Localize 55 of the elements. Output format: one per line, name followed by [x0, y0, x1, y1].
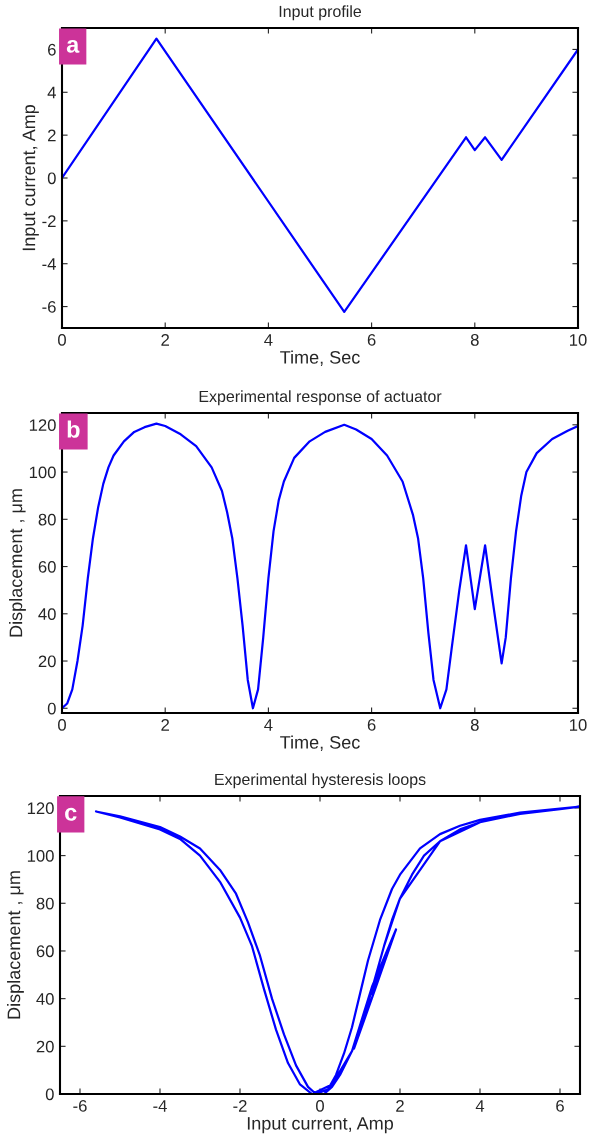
- y-tick-label: 40: [38, 608, 56, 620]
- y-axis-title: Displacement , μm: [7, 871, 24, 1019]
- chart-title: Input profile: [279, 5, 362, 21]
- x-tick-label: 10: [570, 719, 587, 731]
- y-tick-label: 100: [29, 466, 56, 479]
- y-axis-title: Displacement , μm: [9, 489, 26, 637]
- x-tick-label: 4: [264, 334, 273, 346]
- annotation: c: [65, 807, 77, 821]
- x-tick-label: 0: [316, 1100, 324, 1112]
- x-axis-title: Time, Sec: [280, 350, 360, 366]
- x-tick-label: -4: [153, 1100, 167, 1112]
- y-tick-label: 80: [36, 897, 54, 910]
- x-tick-label: 2: [161, 334, 169, 346]
- y-tick-label: -6: [42, 300, 56, 313]
- x-tick-label: 2: [396, 1100, 404, 1112]
- x-tick-label: 4: [264, 719, 273, 731]
- y-tick-label: 80: [38, 513, 56, 526]
- chart-title: Experimental response of actuator: [199, 390, 442, 406]
- line-series: [62, 422, 578, 710]
- line-series: [94, 805, 580, 1094]
- x-tick-label: 0: [58, 719, 66, 731]
- y-tick-label: 20: [38, 655, 56, 668]
- y-tick-label: 120: [29, 419, 56, 432]
- y-tick-label: 60: [38, 560, 56, 573]
- line-series: [62, 37, 578, 314]
- x-tick-label: 8: [470, 719, 479, 731]
- y-tick-label: 120: [27, 802, 54, 815]
- x-tick-label: 10: [570, 334, 587, 346]
- x-tick-label: -6: [73, 1100, 87, 1112]
- y-tick-label: -4: [42, 258, 56, 270]
- x-axis-title: Time, Sec: [280, 735, 360, 751]
- x-tick-label: 6: [367, 719, 376, 731]
- annotation: b: [67, 420, 80, 438]
- x-tick-label: 4: [475, 1100, 485, 1112]
- y-tick-label: 2: [48, 129, 56, 142]
- x-tick-label: 6: [367, 334, 376, 346]
- y-axis-title: Input current, Amp: [22, 104, 39, 251]
- y-tick-label: 0: [47, 172, 56, 185]
- y-tick-label: -2: [42, 215, 56, 227]
- annotation: a: [66, 39, 80, 53]
- y-tick-label: 0: [47, 702, 56, 715]
- y-tick-label: 20: [36, 1040, 54, 1053]
- y-tick-label: 4: [47, 86, 56, 99]
- y-tick-label: 100: [27, 850, 54, 862]
- y-tick-label: 0: [45, 1088, 54, 1101]
- y-tick-label: 40: [36, 993, 54, 1005]
- x-tick-label: 0: [58, 334, 66, 346]
- x-tick-label: 6: [556, 1100, 564, 1112]
- x-axis-title: Input current, Amp: [247, 1117, 394, 1134]
- y-tick-label: 6: [48, 43, 56, 56]
- y-tick-label: 60: [36, 945, 54, 958]
- x-tick-label: 8: [470, 334, 479, 346]
- x-tick-label: 2: [161, 719, 169, 731]
- chart-title: Experimental hysteresis loops: [215, 773, 426, 789]
- x-tick-label: -2: [233, 1100, 247, 1112]
